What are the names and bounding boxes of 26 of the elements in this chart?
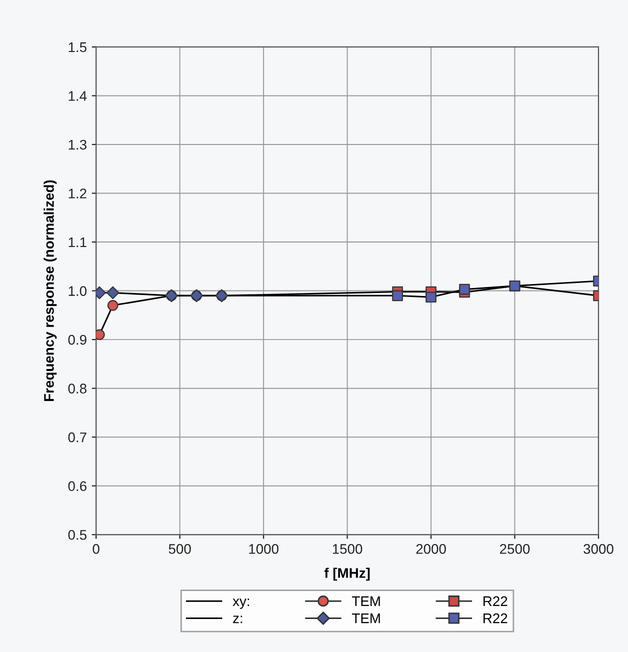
y-tick-label: 0.8 [68,384,86,394]
legend-label: z: [233,616,242,624]
y-axis-title: Frequency response (normalized) [44,180,57,401]
x-tick-label: 2000 [416,544,446,554]
y-tick-label: 1.2 [68,188,86,198]
legend-label: TEM [352,614,380,624]
x-tick-label: 3000 [584,544,614,554]
x-tick-label: 1500 [332,544,362,554]
y-tick-label: 1.1 [68,238,86,248]
y-tick-label: 0.7 [68,432,86,442]
legend-label: R22 [484,613,508,624]
y-tick-label: 1.4 [68,91,87,101]
x-tick-label: 2500 [500,544,530,554]
legend-label: xy: [232,598,250,609]
y-tick-label: 0.9 [68,334,86,345]
legend-label: R22 [484,596,508,606]
y-tick-label: 1.5 [68,42,86,52]
y-tick-label: 0.5 [68,530,86,540]
y-tick-label: 0.6 [68,481,86,492]
y-tick-label: 1.0 [68,286,87,296]
legend-label: TEM [352,596,380,606]
x-axis-title: f [MHz] [324,568,370,581]
x-tick-label: 1000 [249,544,278,554]
x-tick-label: 500 [168,544,191,554]
x-tick-label: 0 [92,544,100,554]
y-tick-label: 1.3 [68,140,86,150]
